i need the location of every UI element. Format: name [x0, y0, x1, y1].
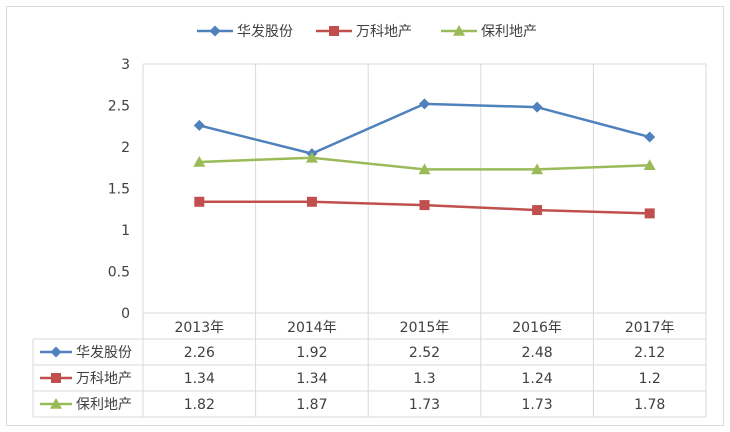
y-tick-label: 0.5 — [108, 265, 130, 281]
table-value: 1.92 — [296, 345, 327, 361]
data-point — [531, 101, 543, 113]
table-value: 1.2 — [639, 371, 661, 387]
y-tick-label: 3 — [121, 57, 130, 73]
series-line — [198, 102, 651, 155]
table-value: 1.73 — [409, 397, 440, 413]
data-point — [532, 205, 543, 216]
table-legend-marker — [50, 346, 62, 358]
data-point — [193, 155, 206, 167]
table-value: 1.34 — [184, 371, 215, 387]
table-value: 2.12 — [634, 345, 665, 361]
data-point — [418, 163, 431, 175]
legend-marker — [209, 25, 221, 37]
data-point — [531, 163, 544, 175]
data-point — [644, 131, 656, 143]
table-value: 1.82 — [184, 397, 215, 413]
table-legend-marker — [50, 398, 62, 409]
x-tick-label: 2014年 — [287, 320, 337, 336]
table-value: 1.78 — [634, 397, 665, 413]
table-value: 1.87 — [296, 397, 327, 413]
table-series-name: 保利地产 — [76, 397, 132, 413]
table-value: 1.73 — [522, 397, 553, 413]
data-point — [643, 159, 656, 171]
y-tick-label: 0 — [121, 306, 130, 322]
legend-marker — [453, 25, 465, 36]
data-point — [644, 208, 655, 219]
table-legend-marker — [51, 373, 61, 383]
chart-frame — [6, 6, 724, 426]
legend-label: 万科地产 — [356, 24, 412, 40]
data-point — [419, 98, 430, 110]
table-value: 1.24 — [522, 371, 553, 387]
data-point — [193, 119, 205, 131]
y-tick-label: 1 — [121, 223, 130, 239]
legend-label: 保利地产 — [481, 24, 537, 40]
data-point — [306, 196, 317, 207]
y-tick-label: 2.5 — [108, 99, 130, 115]
legend-label: 华发股份 — [237, 24, 293, 40]
data-point — [419, 200, 430, 211]
table-value: 2.26 — [184, 345, 215, 361]
data-point — [305, 151, 318, 163]
table-value: 2.52 — [409, 345, 440, 361]
x-tick-label: 2017年 — [625, 320, 675, 336]
data-point — [194, 196, 205, 207]
y-tick-label: 2 — [121, 140, 130, 156]
x-tick-label: 2016年 — [512, 320, 562, 336]
table-series-name: 万科地产 — [76, 371, 132, 387]
table-series-name: 华发股份 — [76, 345, 132, 361]
x-tick-label: 2015年 — [400, 320, 450, 336]
x-tick-label: 2013年 — [174, 320, 224, 336]
legend-marker — [329, 26, 339, 36]
table-value: 1.3 — [413, 371, 435, 387]
table-value: 1.34 — [296, 371, 327, 387]
table-value: 2.48 — [522, 345, 553, 361]
y-tick-label: 1.5 — [108, 182, 130, 198]
